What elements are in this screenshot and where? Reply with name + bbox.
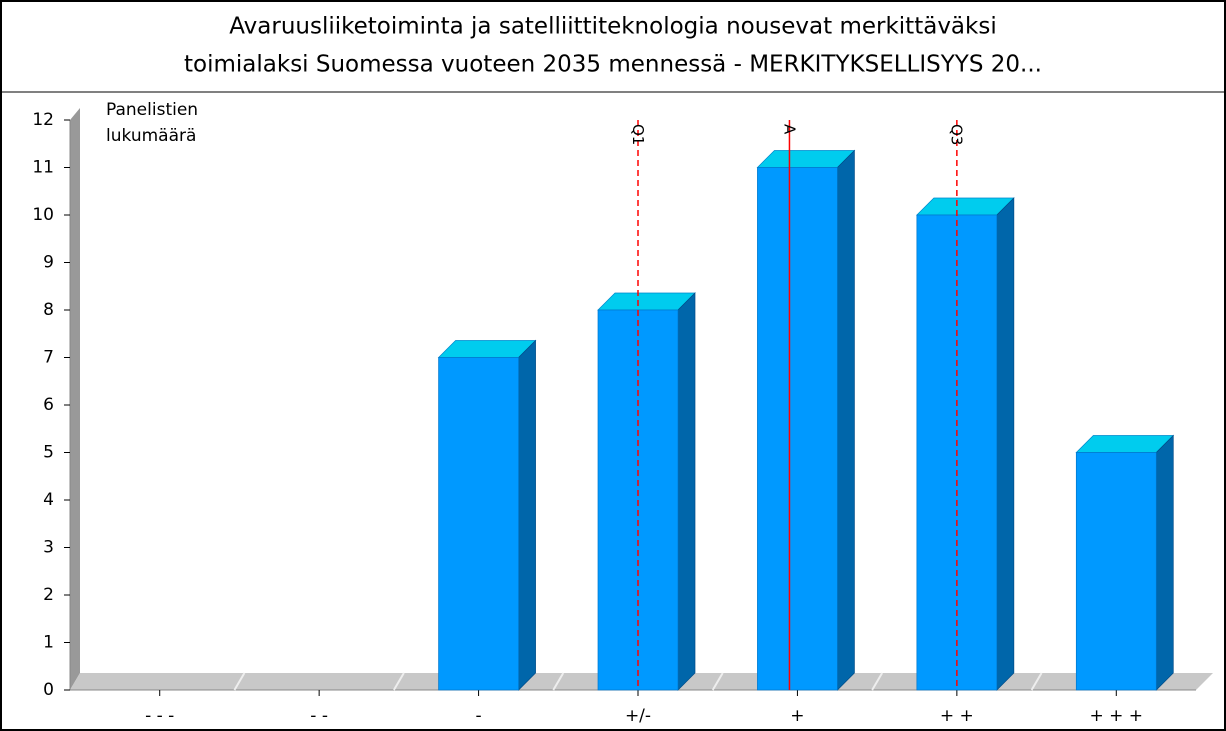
y-tick-label: 1 [43, 633, 54, 653]
y-tick-label: 5 [43, 443, 54, 463]
y-tick-label: 12 [32, 110, 54, 130]
bar-side [837, 149, 855, 691]
y-tick-label: 6 [43, 395, 54, 415]
floor-divider [233, 672, 246, 691]
bar-side [677, 292, 696, 691]
left-wall [70, 108, 80, 690]
floor-divider [392, 672, 405, 691]
floor-divider [871, 672, 884, 691]
bar-side [996, 197, 1015, 691]
bar [438, 357, 519, 691]
floor-divider [1030, 672, 1043, 691]
bar-side [518, 339, 536, 691]
y-tick-label: 9 [43, 253, 54, 273]
x-tick-label: + + [940, 706, 974, 726]
floor-divider [711, 672, 724, 691]
x-tick-label: + [790, 706, 804, 726]
floor-divider [552, 672, 565, 691]
y-tick-label: 7 [43, 348, 54, 368]
x-tick-label: +/- [625, 706, 651, 726]
y-tick-label: 4 [43, 490, 54, 510]
marker-label: Q3 [948, 124, 966, 145]
bar [757, 167, 838, 691]
x-tick-label: - [476, 706, 482, 726]
chart-title: toimialaksi Suomessa vuoteen 2035 mennes… [184, 52, 1042, 78]
y-tick-label: 3 [43, 538, 54, 558]
y-tick-label: 10 [32, 205, 54, 225]
y-tick-label: 8 [43, 300, 54, 320]
y-axis-label: lukumäärä [106, 126, 196, 146]
bar-side [1155, 434, 1174, 691]
chart-title: Avaruusliiketoiminta ja satelliittitekno… [229, 14, 996, 40]
bar [1075, 452, 1157, 691]
y-tick-label: 0 [43, 680, 54, 700]
x-tick-label: - - - [145, 706, 174, 726]
marker-label: Q1 [629, 124, 647, 145]
marker-label: A [780, 124, 798, 135]
y-tick-label: 2 [43, 585, 54, 605]
x-tick-label: - - [310, 706, 328, 726]
x-tick-label: + + + [1090, 706, 1144, 726]
y-tick-label: 11 [32, 158, 54, 178]
y-axis-label: Panelistien [106, 100, 198, 120]
